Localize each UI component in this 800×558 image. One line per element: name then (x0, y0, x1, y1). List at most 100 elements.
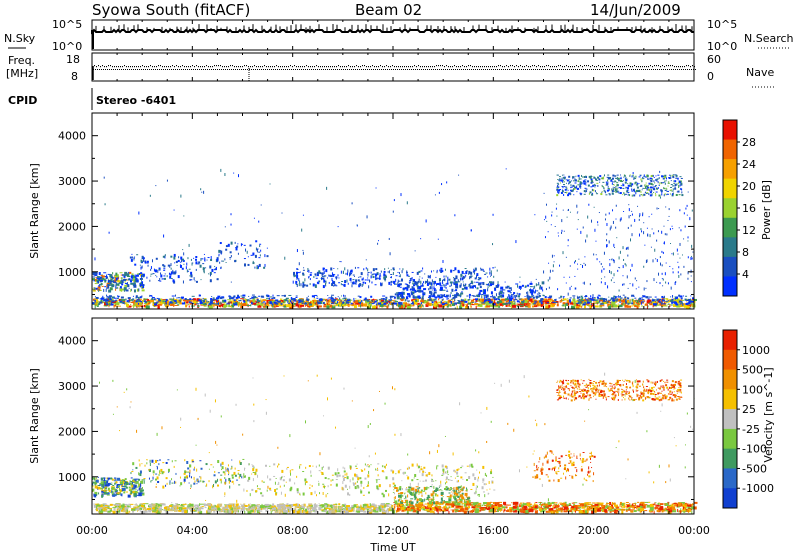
power-echo (663, 303, 666, 304)
power-echo (438, 304, 442, 305)
power-echo (444, 286, 446, 287)
power-echo (334, 284, 335, 286)
power-echo (688, 256, 689, 258)
freq-dot (474, 66, 475, 67)
nave-dot (299, 69, 300, 70)
power-echo (190, 279, 192, 280)
nave-dot (653, 69, 654, 70)
power-echo (313, 300, 314, 303)
power-echo (365, 298, 367, 300)
freq-dot (588, 65, 589, 66)
power-echo (668, 300, 669, 301)
freq-dot (396, 66, 397, 67)
power-echo (661, 191, 662, 193)
power-echo (444, 301, 446, 302)
power-echo (531, 282, 532, 283)
power-echo (117, 280, 120, 282)
power-echo (557, 191, 558, 193)
power-echo (678, 295, 680, 297)
power-echo (628, 227, 629, 229)
power-echo (670, 300, 673, 302)
power-echo (422, 295, 423, 298)
power-echo (633, 300, 635, 302)
power-echo (216, 304, 218, 305)
power-echo (596, 193, 598, 194)
freq-dot (554, 66, 555, 67)
power-echo (549, 299, 551, 300)
power-echo (631, 225, 632, 227)
power-echo (679, 181, 680, 182)
power-echo (486, 273, 488, 274)
power-echo (195, 261, 197, 264)
power-echo (691, 256, 692, 257)
power-echo (630, 215, 631, 216)
power-echo (681, 178, 683, 179)
power-echo (429, 303, 431, 306)
nave-dot (335, 69, 336, 70)
power-echo (122, 274, 123, 276)
power-echo (557, 303, 559, 306)
power-echo (292, 298, 293, 300)
power-echo (630, 174, 631, 175)
power-echo (623, 283, 624, 285)
nave-dot (331, 69, 332, 70)
power-echo (671, 304, 672, 306)
power-echo (649, 216, 650, 217)
power-echo (107, 286, 108, 287)
freq-dot (264, 65, 265, 66)
power-echo (655, 175, 656, 176)
power-echo (405, 284, 407, 285)
power-echo (674, 180, 676, 182)
power-echo (372, 303, 374, 304)
nave-dot (177, 69, 178, 70)
power-echo (546, 204, 547, 206)
nave-dot (301, 69, 302, 70)
power-echo (561, 232, 562, 234)
y-tick-label: 4000 (58, 130, 86, 143)
power-echo (667, 299, 669, 301)
freq-dot (418, 65, 419, 66)
power-echo (622, 194, 623, 195)
power-echo (150, 274, 152, 275)
power-echo (327, 295, 328, 296)
power-echo (569, 179, 570, 180)
power-echo (114, 305, 115, 308)
power-echo (658, 187, 659, 189)
power-echo (525, 287, 526, 288)
freq-dot (596, 66, 597, 67)
power-echo (643, 231, 644, 234)
power-echo (563, 177, 565, 178)
power-echo (363, 282, 365, 284)
power-echo (532, 305, 534, 307)
freq-dot (342, 66, 343, 67)
power-echo (472, 282, 473, 284)
power-echo (533, 303, 536, 304)
power-echo (510, 292, 512, 293)
power-echo (671, 189, 672, 191)
power-echo (262, 302, 264, 303)
freq-dot (496, 66, 497, 67)
power-echo (422, 283, 423, 286)
power-echo (559, 192, 560, 193)
power-echo (472, 295, 475, 296)
freq-dot (398, 66, 399, 67)
power-echo (619, 193, 620, 194)
power-echo (277, 295, 280, 296)
power-echo (609, 270, 610, 273)
nave-dot (505, 69, 506, 70)
freq-dot (100, 66, 101, 67)
power-echo (165, 254, 166, 256)
nave-dot (279, 69, 280, 70)
power-echo (525, 296, 526, 297)
power-echo (251, 255, 253, 256)
power-echo (355, 304, 358, 305)
power-echo (270, 303, 273, 304)
power-echo (318, 302, 320, 303)
power-echo (568, 239, 569, 241)
power-echo (303, 267, 304, 268)
power-echo (548, 231, 549, 232)
nave-dot (643, 69, 644, 70)
nave-dot (563, 69, 564, 70)
power-echo (304, 303, 307, 305)
power-echo (547, 302, 549, 303)
